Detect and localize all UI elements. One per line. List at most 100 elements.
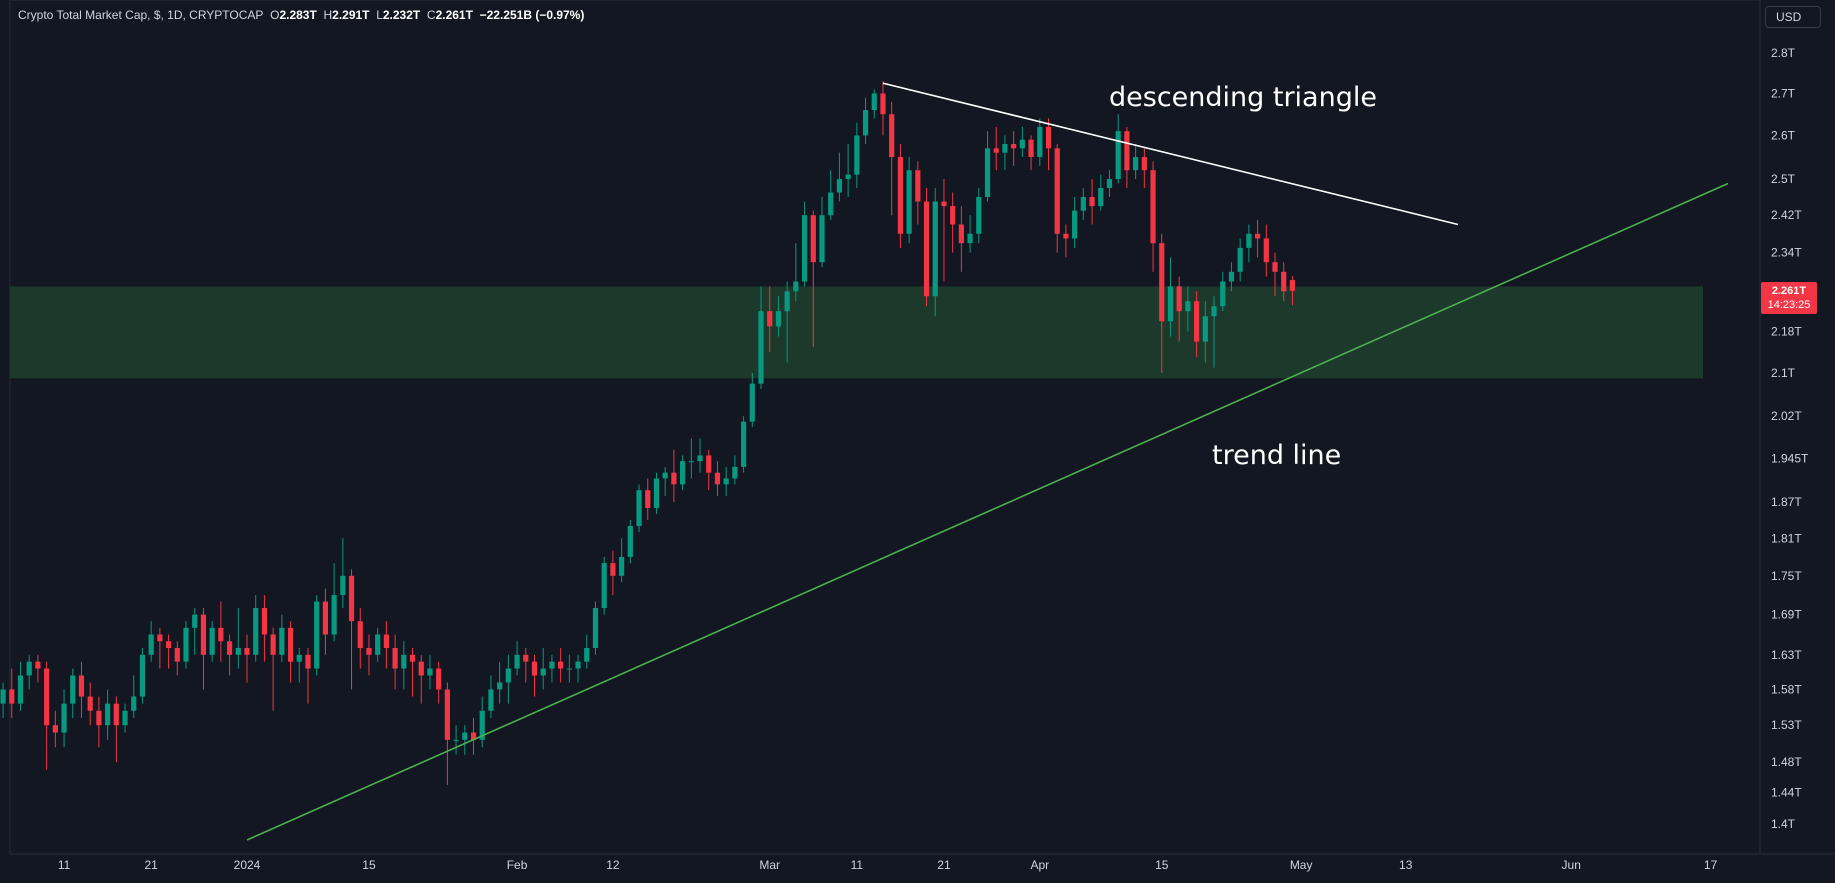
- candle[interactable]: [479, 696, 485, 748]
- candle[interactable]: [1124, 126, 1130, 188]
- candle[interactable]: [592, 601, 599, 655]
- candle[interactable]: [392, 634, 398, 690]
- candle[interactable]: [662, 466, 668, 497]
- candle[interactable]: [1080, 187, 1086, 220]
- candle[interactable]: [26, 654, 32, 690]
- candle[interactable]: [958, 206, 964, 272]
- candle[interactable]: [35, 654, 41, 683]
- candle[interactable]: [610, 550, 616, 596]
- candle[interactable]: [932, 187, 938, 317]
- candle[interactable]: [261, 595, 268, 662]
- candle[interactable]: [575, 654, 581, 683]
- candle[interactable]: [296, 648, 302, 683]
- candle[interactable]: [941, 179, 947, 282]
- candle[interactable]: [253, 595, 259, 662]
- candle[interactable]: [584, 634, 590, 669]
- candle[interactable]: [366, 634, 372, 676]
- support-zone[interactable]: [10, 286, 1703, 379]
- candle[interactable]: [1106, 170, 1113, 197]
- candle[interactable]: [287, 621, 294, 683]
- descending-resistance-line[interactable]: [882, 82, 1459, 226]
- price-axis[interactable]: 2.8T2.7T2.6T2.5T2.42T2.34T2.26T2.18T2.1T…: [1771, 46, 1809, 831]
- candle[interactable]: [540, 648, 546, 690]
- candle[interactable]: [706, 449, 712, 491]
- candle[interactable]: [680, 455, 686, 491]
- candle[interactable]: [1002, 135, 1008, 171]
- candle[interactable]: [1211, 296, 1217, 368]
- candle[interactable]: [131, 675, 137, 718]
- candle[interactable]: [444, 682, 450, 785]
- candle[interactable]: [1246, 224, 1252, 263]
- candle[interactable]: [1011, 131, 1017, 166]
- candle[interactable]: [671, 449, 677, 503]
- candle[interactable]: [1141, 148, 1147, 188]
- candle[interactable]: [897, 144, 903, 248]
- candle[interactable]: [436, 661, 442, 704]
- candle[interactable]: [767, 286, 773, 353]
- candle[interactable]: [1063, 224, 1069, 258]
- candle[interactable]: [976, 187, 982, 244]
- candle[interactable]: [1037, 118, 1043, 166]
- annotation-descending-triangle[interactable]: descending triangle: [1109, 82, 1377, 113]
- candle[interactable]: [1054, 144, 1060, 253]
- candle[interactable]: [862, 97, 869, 145]
- candle[interactable]: [122, 703, 128, 733]
- candle[interactable]: [165, 634, 172, 669]
- candle[interactable]: [462, 725, 468, 755]
- candle[interactable]: [314, 595, 320, 676]
- candle[interactable]: [1272, 252, 1278, 297]
- candle[interactable]: [183, 621, 189, 669]
- candle[interactable]: [209, 621, 215, 662]
- candle[interactable]: [636, 484, 642, 533]
- candle[interactable]: [697, 438, 703, 473]
- candle[interactable]: [383, 621, 389, 669]
- candle[interactable]: [1019, 126, 1025, 158]
- candle[interactable]: [845, 144, 851, 197]
- candle[interactable]: [653, 472, 660, 514]
- candle[interactable]: [993, 126, 999, 171]
- candle[interactable]: [889, 101, 895, 216]
- candle[interactable]: [148, 621, 154, 662]
- candle[interactable]: [70, 668, 76, 718]
- candle[interactable]: [1089, 179, 1095, 225]
- candle[interactable]: [601, 556, 607, 615]
- candle[interactable]: [87, 682, 93, 726]
- candle[interactable]: [497, 661, 503, 704]
- candle[interactable]: [0, 682, 6, 718]
- candle[interactable]: [427, 654, 433, 690]
- candle[interactable]: [923, 187, 930, 307]
- candle[interactable]: [514, 641, 520, 676]
- candle[interactable]: [1254, 219, 1261, 258]
- candle[interactable]: [1237, 238, 1243, 282]
- candle[interactable]: [1115, 114, 1121, 184]
- candle[interactable]: [645, 478, 651, 521]
- candle[interactable]: [244, 634, 250, 683]
- candle[interactable]: [1167, 257, 1174, 337]
- candle[interactable]: [1185, 286, 1191, 332]
- time-axis[interactable]: 11 21 2024 15 Feb 12 Mar 11 21 Apr 15 May 13 Jun 17: [58, 858, 1718, 872]
- candle[interactable]: [157, 627, 163, 669]
- candle[interactable]: [950, 192, 956, 253]
- candle[interactable]: [627, 520, 633, 564]
- candle[interactable]: [78, 661, 85, 718]
- candle[interactable]: [784, 281, 790, 363]
- candle[interactable]: [200, 608, 207, 690]
- candle[interactable]: [235, 608, 241, 669]
- candle[interactable]: [52, 710, 58, 748]
- candle[interactable]: [775, 296, 782, 337]
- candle[interactable]: [531, 654, 538, 697]
- candle[interactable]: [523, 648, 529, 683]
- currency-button[interactable]: USD: [1765, 6, 1821, 28]
- candle[interactable]: [836, 152, 843, 202]
- candle[interactable]: [871, 89, 877, 119]
- candle[interactable]: [758, 286, 764, 389]
- candle[interactable]: [810, 210, 816, 347]
- candle[interactable]: [1289, 276, 1296, 306]
- candle[interactable]: [192, 608, 198, 655]
- candle[interactable]: [984, 131, 991, 202]
- candle[interactable]: [819, 196, 825, 267]
- candle[interactable]: [44, 661, 50, 770]
- candle[interactable]: [270, 627, 276, 711]
- candle[interactable]: [331, 563, 337, 642]
